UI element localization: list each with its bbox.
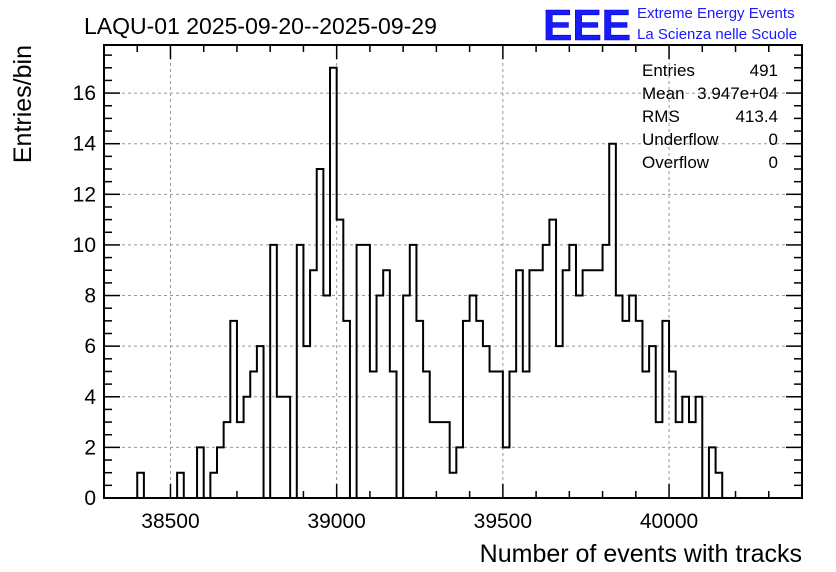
- stats-value-underflow: 0: [769, 130, 778, 149]
- x-axis-title: Number of events with tracks: [480, 540, 802, 568]
- y-axis-title: Entries/bin: [9, 45, 37, 163]
- stats-value-rms: 413.4: [735, 107, 778, 126]
- y-tick-label: 16: [73, 82, 96, 105]
- axis-ticks: 38500 39000 39500 40000 0 2 4 6 8 10 12 14 16: [73, 45, 803, 533]
- stats-value-overflow: 0: [769, 153, 778, 172]
- y-tick-label: 6: [84, 335, 96, 358]
- grid-lines: [104, 45, 802, 498]
- logo-line-1: Extreme Energy Events: [637, 5, 795, 22]
- y-tick-label: 2: [84, 436, 96, 459]
- x-tick-label: 40000: [640, 510, 698, 533]
- stats-label-mean: Mean: [642, 84, 685, 103]
- stats-box: Entries 491 Mean 3.947e+04 RMS 413.4 Und…: [642, 61, 778, 172]
- x-tick-label: 38500: [141, 510, 199, 533]
- plot-frame: [103, 44, 803, 499]
- y-tick-label: 8: [84, 285, 96, 308]
- x-tick-label: 39500: [474, 510, 532, 533]
- stats-label-underflow: Underflow: [642, 130, 719, 149]
- stats-label-entries: Entries: [642, 61, 695, 80]
- x-tick-label: 39000: [307, 510, 365, 533]
- stats-label-rms: RMS: [642, 107, 680, 126]
- stats-value-mean: 3.947e+04: [697, 84, 778, 103]
- y-tick-label: 10: [73, 234, 96, 257]
- histogram-series: [136, 66, 729, 499]
- stats-value-entries: 491: [750, 61, 778, 80]
- eee-logo-mark: EEE: [543, 1, 631, 50]
- logo-line-2: La Scienza nelle Scuole: [637, 26, 797, 43]
- stats-label-overflow: Overflow: [642, 153, 710, 172]
- chart-title: LAQU-01 2025-09-20--2025-09-29: [84, 13, 437, 39]
- y-tick-label: 0: [84, 487, 96, 510]
- y-tick-label: 4: [84, 386, 96, 409]
- y-tick-label: 14: [73, 133, 97, 156]
- y-tick-label: 12: [73, 183, 96, 206]
